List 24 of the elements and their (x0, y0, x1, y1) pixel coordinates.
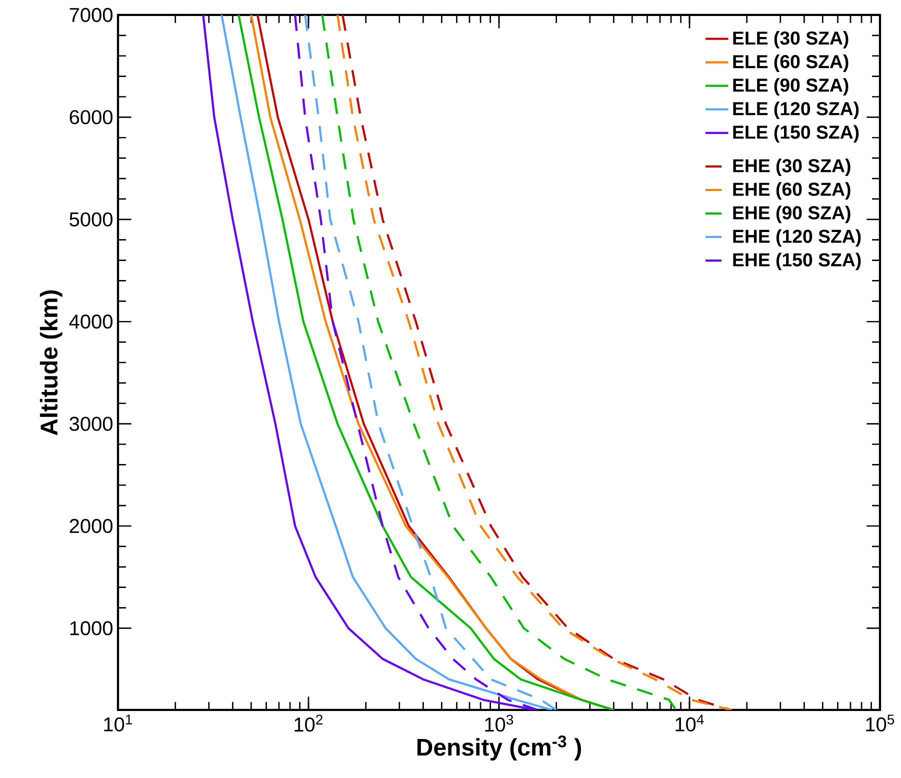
legend-label: EHE (150 SZA) (733, 252, 861, 270)
y-tick-label: 2000 (70, 518, 112, 534)
y-tick-label: 7000 (70, 8, 112, 22)
x-tick-label: 10$^{1}$ (104, 714, 132, 732)
legend-label: ELE (150 SZA) (733, 125, 859, 143)
y-axis-title: Altitude (km) (40, 290, 62, 436)
legend-label: EHE (60 SZA) (733, 182, 850, 200)
y-tick-label: 4000 (69, 314, 112, 329)
y-tick-label: 3000 (70, 416, 112, 431)
y-tick-label: 6000 (70, 110, 112, 124)
x-tick-label: 10$^{3}$ (485, 714, 514, 732)
legend-label: ELE (60 SZA) (733, 54, 848, 72)
legend-label: EHE (30 SZA) (733, 158, 850, 176)
y-tick-label: 1000 (70, 621, 112, 636)
x-tick-label: 10$^{2}$ (294, 714, 322, 732)
legend-label: ELE (90 SZA) (733, 78, 848, 96)
y-tick-label: 5000 (70, 212, 112, 226)
legend-label: ELE (120 SZA) (733, 102, 859, 119)
x-axis-title: Density (cm$^{-3}$ ) (417, 735, 581, 761)
x-tick-label: 10$^{5}$ (866, 714, 894, 732)
legend-label: EHE (90 SZA) (733, 206, 850, 224)
legend-label: EHE (120 SZA) (733, 229, 861, 247)
x-tick-label: 10$^{4}$ (676, 714, 704, 732)
legend-label: ELE (30 SZA) (733, 31, 848, 48)
